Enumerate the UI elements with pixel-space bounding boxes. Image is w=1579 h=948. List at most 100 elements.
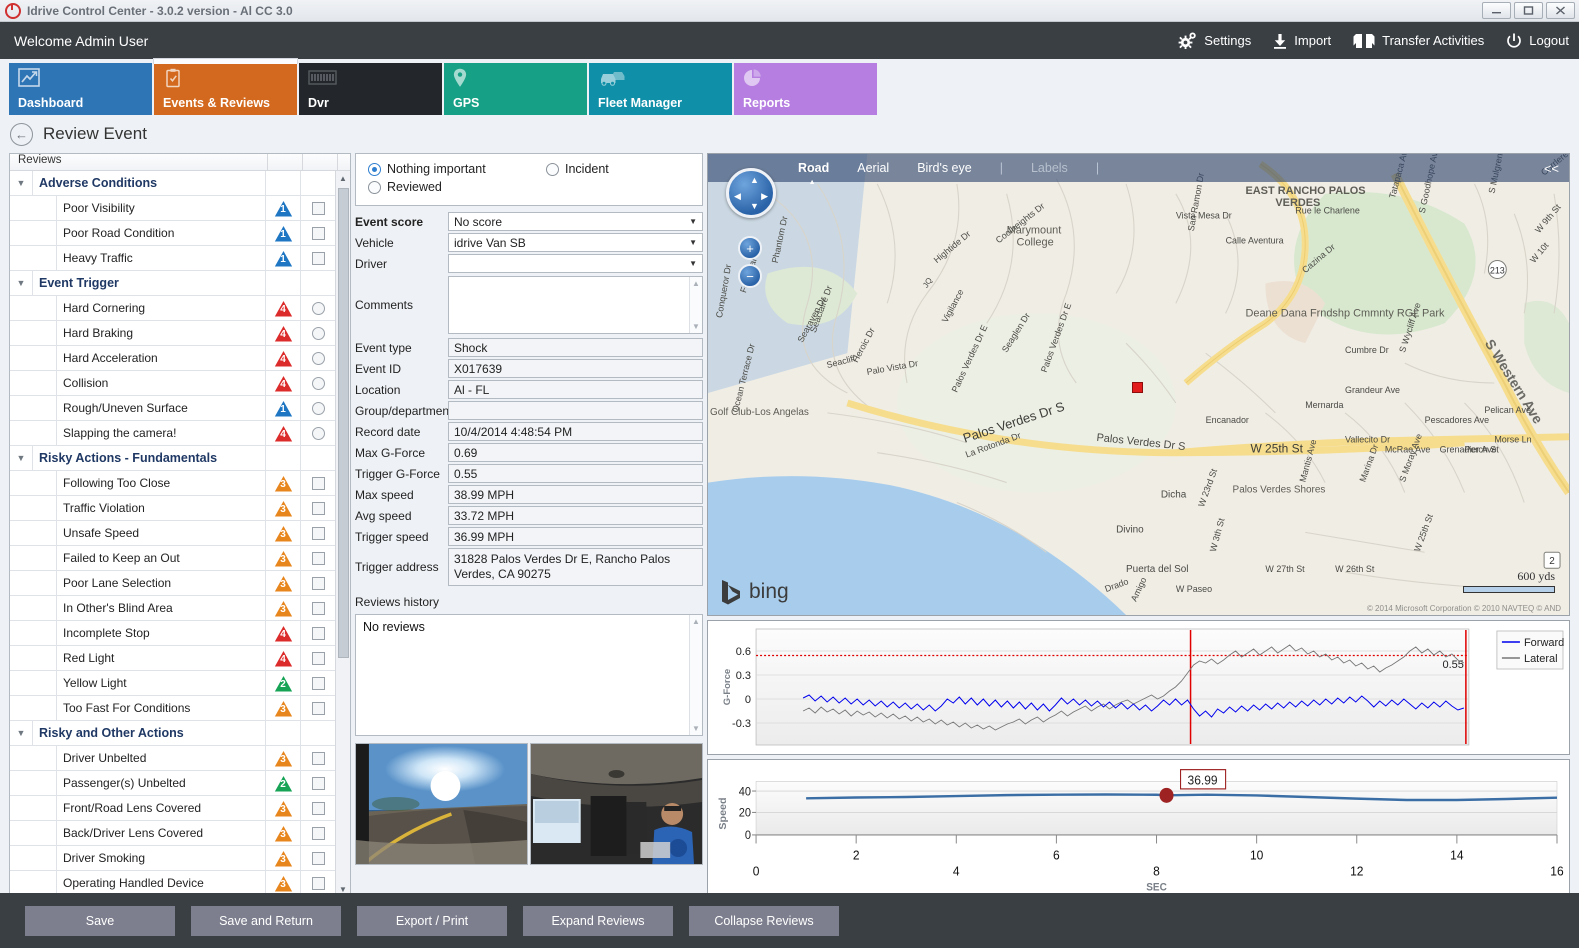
nav-tile-reports[interactable]: Reports <box>734 63 877 115</box>
scroll-up-arrow[interactable]: ▲ <box>692 279 700 288</box>
status-nothing-important[interactable]: Nothing important <box>368 162 546 176</box>
scroll-down-arrow[interactable]: ▼ <box>692 724 700 733</box>
review-radio[interactable] <box>311 351 325 365</box>
review-checkbox[interactable] <box>311 801 325 815</box>
review-item-row[interactable]: Poor Road Condition 1 <box>10 221 335 246</box>
scroll-down-arrow[interactable]: ▼ <box>339 885 347 894</box>
save-and-return-button[interactable]: Save and Return <box>191 905 341 936</box>
driver-camera-thumbnail[interactable] <box>530 743 703 865</box>
review-checkbox[interactable] <box>311 226 325 240</box>
review-item-row[interactable]: Following Too Close 3 <box>10 471 335 496</box>
settings-button[interactable]: Settings <box>1178 32 1251 49</box>
history-scrollbar[interactable]: ▲ ▼ <box>689 615 702 735</box>
pan-down-icon[interactable]: ▼ <box>750 201 759 211</box>
status-incident[interactable]: Incident <box>546 162 609 176</box>
collapse-reviews-button[interactable]: Collapse Reviews <box>689 905 839 936</box>
comments-textarea[interactable]: ▲ ▼ <box>448 276 703 334</box>
review-item-row[interactable]: Driver Unbelted 3 <box>10 746 335 771</box>
review-item-row[interactable]: Red Light 4 <box>10 646 335 671</box>
review-checkbox[interactable] <box>311 826 325 840</box>
logout-button[interactable]: Logout <box>1506 33 1569 49</box>
review-checkbox[interactable] <box>311 751 325 765</box>
map-collapse-button[interactable]: << <box>1543 160 1559 176</box>
minimize-button[interactable] <box>1482 2 1511 19</box>
review-item-row[interactable]: Too Fast For Conditions 3 <box>10 696 335 721</box>
pan-left-icon[interactable]: ◀ <box>734 191 741 201</box>
vehicle-select[interactable]: idrive Van SB ▼ <box>448 233 703 252</box>
status-reviewed[interactable]: Reviewed <box>368 180 442 194</box>
back-arrow-icon[interactable]: ← <box>10 122 33 146</box>
road-camera-thumbnail[interactable] <box>355 743 528 865</box>
review-item-row[interactable]: Poor Lane Selection 3 <box>10 571 335 596</box>
review-checkbox[interactable] <box>311 551 325 565</box>
review-checkbox[interactable] <box>311 851 325 865</box>
nav-tile-gps[interactable]: GPS <box>444 63 587 115</box>
map-panel[interactable]: Coolheights Dr Hightide Dr Phantom Dr Se… <box>707 153 1570 616</box>
comments-scrollbar[interactable]: ▲ ▼ <box>689 277 702 333</box>
chevron-down-icon[interactable]: ▼ <box>16 278 26 288</box>
review-checkbox[interactable] <box>311 501 325 515</box>
map-view-aerial[interactable]: Aerial <box>857 161 890 175</box>
review-item-row[interactable]: Traffic Violation 3 <box>10 496 335 521</box>
review-item-row[interactable]: Hard Cornering 4 <box>10 296 335 321</box>
review-checkbox[interactable] <box>311 476 325 490</box>
map-labels-toggle[interactable]: Labels <box>1030 161 1068 175</box>
review-category[interactable]: ▼ Risky Actions - Fundamentals <box>10 446 335 471</box>
review-item-row[interactable]: Unsafe Speed 3 <box>10 521 335 546</box>
nav-tile-events-reviews[interactable]: Events & Reviews <box>153 58 298 115</box>
close-button[interactable] <box>1546 2 1575 19</box>
review-item-row[interactable]: Front/Road Lens Covered 3 <box>10 796 335 821</box>
chevron-down-icon[interactable]: ▼ <box>16 453 26 463</box>
review-checkbox[interactable] <box>311 676 325 690</box>
review-category[interactable]: ▼ Event Trigger <box>10 271 335 296</box>
review-checkbox[interactable] <box>311 601 325 615</box>
review-item-row[interactable]: Driver Smoking 3 <box>10 846 335 871</box>
review-item-row[interactable]: Failed to Keep an Out 3 <box>10 546 335 571</box>
import-button[interactable]: Import <box>1273 33 1331 49</box>
review-checkbox[interactable] <box>311 701 325 715</box>
map-view-birds-eye[interactable]: Bird's eye <box>917 161 972 175</box>
pan-up-icon[interactable]: ▲ <box>750 175 759 185</box>
map-zoom-in-button[interactable]: + <box>738 236 762 260</box>
reviews-scrollbar[interactable]: ▲ ▼ <box>335 171 350 897</box>
map-zoom-out-button[interactable]: − <box>738 264 762 288</box>
driver-select[interactable]: ▼ <box>448 254 703 273</box>
review-item-row[interactable]: Slapping the camera! 4 <box>10 421 335 446</box>
review-category[interactable]: ▼ Adverse Conditions <box>10 171 335 196</box>
review-checkbox[interactable] <box>311 201 325 215</box>
review-checkbox[interactable] <box>311 251 325 265</box>
chevron-down-icon[interactable]: ▼ <box>16 178 26 188</box>
review-checkbox[interactable] <box>311 651 325 665</box>
nav-tile-dashboard[interactable]: Dashboard <box>9 63 152 115</box>
map-pan-control[interactable]: ▲ ◀ ▶ ▼ <box>726 168 776 218</box>
chevron-down-icon[interactable]: ▼ <box>16 728 26 738</box>
comments-value[interactable] <box>449 277 689 333</box>
review-item-row[interactable]: Hard Braking 4 <box>10 321 335 346</box>
review-checkbox[interactable] <box>311 576 325 590</box>
review-item-row[interactable]: Heavy Traffic 1 <box>10 246 335 271</box>
review-radio[interactable] <box>311 376 325 390</box>
review-radio[interactable] <box>311 326 325 340</box>
transfer-activities-button[interactable]: Transfer Activities <box>1353 33 1484 49</box>
export-print-button[interactable]: Export / Print <box>357 905 507 936</box>
review-category[interactable]: ▼ Risky and Other Actions <box>10 721 335 746</box>
scroll-up-arrow[interactable]: ▲ <box>692 617 700 626</box>
scrollbar-thumb[interactable] <box>337 188 349 658</box>
review-item-row[interactable]: Poor Visibility 1 <box>10 196 335 221</box>
nav-tile-fleet-manager[interactable]: Fleet Manager <box>589 63 732 115</box>
review-item-row[interactable]: In Other's Blind Area 3 <box>10 596 335 621</box>
review-item-row[interactable]: Back/Driver Lens Covered 3 <box>10 821 335 846</box>
pan-right-icon[interactable]: ▶ <box>761 191 768 201</box>
event-score-select[interactable]: No score ▼ <box>448 212 703 231</box>
review-item-row[interactable]: Incomplete Stop 4 <box>10 621 335 646</box>
review-checkbox[interactable] <box>311 526 325 540</box>
save-button[interactable]: Save <box>25 905 175 936</box>
review-radio[interactable] <box>311 426 325 440</box>
maximize-button[interactable] <box>1514 2 1543 19</box>
review-radio[interactable] <box>311 301 325 315</box>
review-item-row[interactable]: Rough/Uneven Surface 1 <box>10 396 335 421</box>
review-item-row[interactable]: Hard Acceleration 4 <box>10 346 335 371</box>
review-radio[interactable] <box>311 401 325 415</box>
review-item-row[interactable]: Yellow Light 2 <box>10 671 335 696</box>
review-item-row[interactable]: Passenger(s) Unbelted 2 <box>10 771 335 796</box>
